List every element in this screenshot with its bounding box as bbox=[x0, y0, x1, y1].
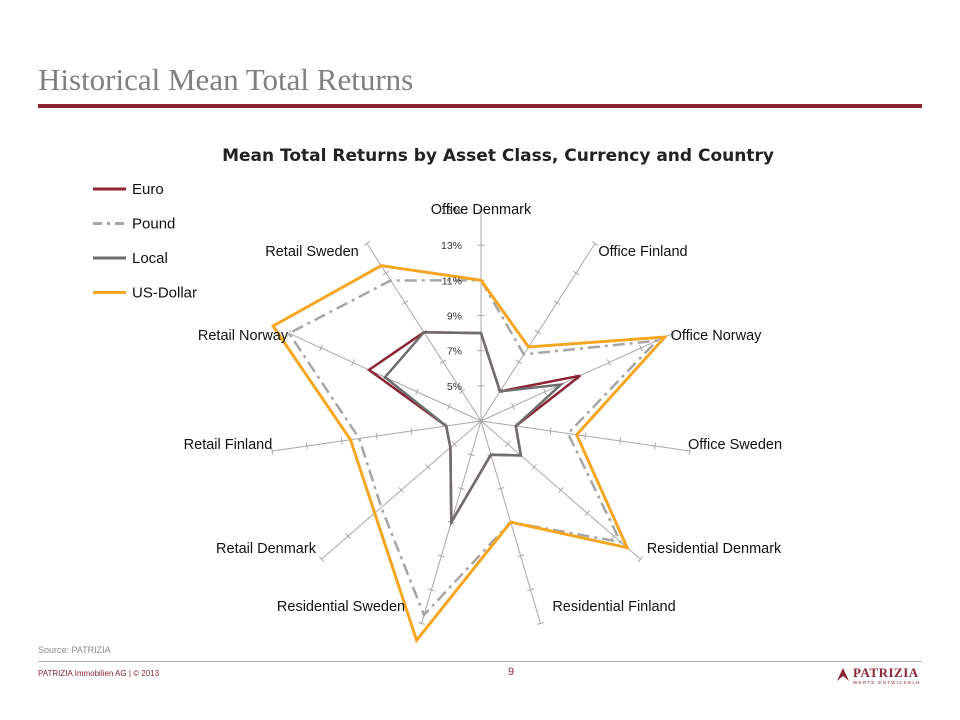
spoke-tick-mark bbox=[415, 388, 419, 396]
spoke-tick-mark bbox=[457, 487, 465, 490]
spoke-tick-mark bbox=[398, 487, 404, 494]
spoke-tick-mark bbox=[543, 388, 547, 396]
category-label: Office Sweden bbox=[688, 437, 782, 453]
spoke-tick-mark bbox=[340, 437, 343, 445]
spoke-tick-mark bbox=[515, 359, 523, 365]
category-label: Office Denmark bbox=[431, 202, 532, 218]
spoke-tick-mark bbox=[527, 588, 535, 592]
category-labels: Office Denmark Office Finland Office Norwa… bbox=[184, 202, 782, 615]
spoke-tick-mark bbox=[671, 329, 675, 337]
radial-tick-label: 9% bbox=[447, 311, 462, 323]
legend-label: Euro bbox=[132, 181, 164, 198]
category-label: Retail Denmark bbox=[216, 541, 317, 557]
spoke-tick-mark bbox=[654, 442, 657, 450]
category-label: Retail Sweden bbox=[265, 244, 359, 260]
footer-copyright: PATRIZIA Immobilien AG | © 2013 bbox=[38, 669, 160, 678]
spoke-tick-mark bbox=[639, 344, 643, 352]
radial-tick-label: 11% bbox=[442, 275, 462, 287]
category-label: Residential Finland bbox=[552, 599, 675, 615]
spoke-tick-mark bbox=[458, 389, 466, 394]
spoke-tick-mark bbox=[425, 464, 431, 471]
spoke-tick-mark bbox=[451, 441, 458, 448]
spoke-tick-mark bbox=[437, 554, 445, 558]
spoke-tick-mark bbox=[584, 510, 590, 517]
series-line-us-dollar bbox=[270, 264, 669, 644]
category-label: Office Finland bbox=[598, 244, 687, 260]
spoke-tick-mark bbox=[511, 402, 515, 410]
spoke-tick-mark bbox=[572, 270, 580, 276]
radar-series bbox=[270, 264, 669, 644]
category-label: Retail Finland bbox=[184, 437, 273, 453]
spoke-tick-mark bbox=[363, 241, 371, 246]
logo-subtext: WERTE ENTWICKELN bbox=[853, 680, 921, 685]
spoke-tick-mark bbox=[382, 270, 390, 276]
radial-tick-label: 15% bbox=[441, 205, 462, 217]
spoke-tick-mark bbox=[439, 359, 447, 365]
spoke-tick-mark bbox=[271, 447, 274, 455]
spoke-tick-mark bbox=[375, 432, 378, 440]
spoke-tick-mark bbox=[688, 447, 691, 455]
legend-label: Pound bbox=[132, 216, 175, 233]
spoke-tick-mark bbox=[536, 621, 544, 625]
category-label: Residential Sweden bbox=[277, 599, 405, 615]
series-line-local bbox=[383, 330, 565, 527]
spoke-tick-mark bbox=[447, 402, 451, 410]
legend-label: US-Dollar bbox=[132, 285, 197, 302]
series-line-pound bbox=[287, 279, 661, 618]
patrizia-logo: PATRIZIA WERTE ENTWICKELN bbox=[835, 664, 927, 690]
spoke-tick-mark bbox=[549, 427, 552, 435]
footer-divider bbox=[38, 661, 922, 662]
spoke-tick-mark bbox=[534, 329, 542, 335]
spoke-tick-mark bbox=[427, 588, 435, 592]
logo-word: PATRIZIA bbox=[853, 665, 919, 680]
radial-tick-label: 7% bbox=[447, 346, 462, 358]
spoke-tick-mark bbox=[467, 453, 475, 457]
spoke-tick-mark bbox=[591, 241, 599, 246]
spoke-tick-mark bbox=[619, 437, 622, 445]
page-number: 9 bbox=[508, 666, 515, 678]
page-title: Historical Mean Total Returns bbox=[38, 62, 414, 97]
spoke-tick-mark bbox=[531, 464, 537, 471]
spoke-tick-mark bbox=[607, 359, 611, 366]
category-label: Retail Norway bbox=[198, 328, 289, 344]
spoke-tick-mark bbox=[553, 300, 561, 305]
radial-tick-labels: 5% 7% 9% 11% 13% 15% bbox=[441, 205, 462, 393]
spoke-tick-mark bbox=[319, 344, 323, 352]
spoke-tick-mark bbox=[410, 427, 413, 435]
spoke-tick-mark bbox=[318, 556, 325, 563]
title-divider bbox=[38, 104, 922, 108]
spoke-tick-mark bbox=[517, 554, 525, 558]
spoke-tick-mark bbox=[584, 432, 587, 440]
radial-tick-label: 5% bbox=[447, 381, 462, 393]
source-note: Source: PATRIZIA bbox=[38, 645, 111, 655]
spoke-tick-mark bbox=[305, 442, 308, 450]
spoke-tick-mark bbox=[351, 359, 355, 366]
spoke-tick-mark bbox=[345, 533, 351, 540]
category-label: Office Norway bbox=[671, 328, 763, 344]
chart-title: Mean Total Returns by Asset Class, Curre… bbox=[222, 146, 774, 166]
logo-mark-icon bbox=[837, 668, 849, 681]
spoke-tick-mark bbox=[558, 487, 564, 494]
spoke-tick-mark bbox=[637, 556, 644, 563]
spoke-tick-mark bbox=[504, 441, 511, 448]
legend: Euro Pound Local US-Dollar bbox=[93, 181, 197, 302]
spoke-tick-mark bbox=[611, 533, 617, 540]
spoke-tick-mark bbox=[401, 300, 409, 305]
category-label: Residential Denmark bbox=[647, 541, 782, 557]
legend-label: Local bbox=[132, 250, 168, 267]
spoke-tick-mark bbox=[497, 487, 505, 490]
spoke-tick-mark bbox=[287, 329, 291, 337]
radial-tick-label: 13% bbox=[441, 240, 462, 252]
spoke-tick-mark bbox=[418, 621, 426, 625]
